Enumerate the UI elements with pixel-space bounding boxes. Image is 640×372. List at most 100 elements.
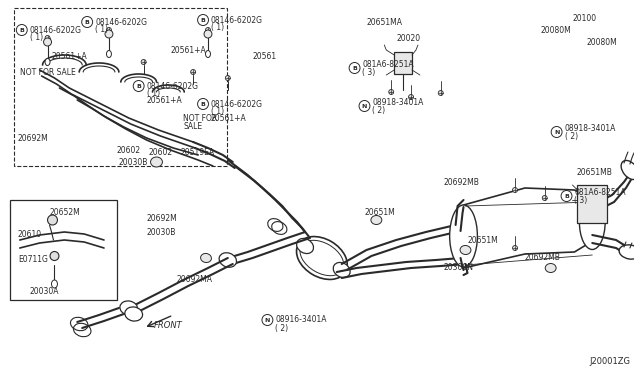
Text: 08146-6202G: 08146-6202G [29, 26, 82, 35]
Ellipse shape [333, 263, 350, 278]
Text: 20652M: 20652M [49, 208, 80, 217]
Circle shape [198, 15, 209, 26]
Ellipse shape [204, 30, 212, 38]
Text: N: N [265, 317, 270, 323]
Text: 08146-6202G: 08146-6202G [147, 81, 198, 90]
Text: 20561+A: 20561+A [211, 113, 246, 122]
Ellipse shape [513, 187, 518, 192]
Text: ( 1): ( 1) [147, 89, 160, 97]
Ellipse shape [50, 251, 59, 260]
Text: 20692MA: 20692MA [176, 276, 212, 285]
Text: 20030B: 20030B [147, 228, 176, 237]
Text: 081A6-8251A: 081A6-8251A [575, 187, 626, 196]
Circle shape [359, 100, 370, 112]
Circle shape [551, 126, 562, 138]
Ellipse shape [225, 76, 230, 80]
Text: 20692MB: 20692MB [525, 253, 561, 263]
Text: 20561+A: 20561+A [51, 51, 87, 61]
Ellipse shape [44, 38, 51, 46]
Text: 20651M: 20651M [364, 208, 396, 217]
Text: N: N [554, 129, 559, 135]
Bar [10, 200, 117, 300]
Ellipse shape [51, 280, 58, 288]
Ellipse shape [408, 94, 413, 99]
Text: B: B [136, 83, 141, 89]
Circle shape [349, 62, 360, 74]
Ellipse shape [205, 28, 211, 32]
Ellipse shape [545, 263, 556, 273]
Text: J20001ZG: J20001ZG [589, 357, 630, 366]
Ellipse shape [579, 195, 605, 250]
Ellipse shape [513, 246, 518, 250]
Ellipse shape [205, 51, 211, 58]
Text: B: B [200, 17, 205, 22]
Circle shape [198, 99, 209, 109]
Ellipse shape [619, 245, 640, 259]
Text: ( 1): ( 1) [211, 106, 224, 115]
Text: E0711G: E0711G [18, 256, 48, 264]
Text: 20080M: 20080M [586, 38, 617, 46]
Text: 20300N: 20300N [444, 263, 474, 273]
Text: 20610: 20610 [18, 230, 42, 238]
Ellipse shape [47, 215, 58, 225]
Ellipse shape [296, 238, 314, 254]
Text: ( 1): ( 1) [211, 22, 224, 32]
Ellipse shape [388, 90, 394, 94]
Text: FRONT: FRONT [154, 321, 182, 330]
Ellipse shape [371, 215, 382, 224]
Text: 20020: 20020 [396, 33, 420, 42]
Text: 20519EA: 20519EA [180, 148, 214, 157]
Text: NOT FOR SALE: NOT FOR SALE [20, 67, 76, 77]
Ellipse shape [106, 28, 111, 32]
Bar [577, 185, 607, 223]
Text: 08916-3401A: 08916-3401A [275, 315, 327, 324]
Text: 08146-6202G: 08146-6202G [95, 17, 147, 26]
Circle shape [561, 190, 572, 202]
Ellipse shape [296, 237, 348, 279]
Text: 20692MB: 20692MB [444, 177, 479, 186]
Circle shape [82, 16, 93, 28]
Ellipse shape [105, 30, 113, 38]
Text: 08918-3401A: 08918-3401A [372, 97, 424, 106]
Text: ( 3): ( 3) [362, 67, 376, 77]
Ellipse shape [125, 307, 143, 321]
Ellipse shape [120, 301, 138, 315]
Text: 20561+A: 20561+A [170, 45, 206, 55]
Ellipse shape [150, 157, 163, 167]
Ellipse shape [621, 160, 639, 180]
Text: 08918-3401A: 08918-3401A [564, 124, 616, 132]
Text: 20651MB: 20651MB [577, 167, 612, 176]
Text: B: B [19, 28, 24, 32]
Bar [394, 52, 412, 74]
Text: 20651M: 20651M [467, 235, 498, 244]
Ellipse shape [141, 60, 146, 64]
Text: ( 1): ( 1) [29, 32, 43, 42]
Ellipse shape [219, 253, 237, 267]
Text: B: B [352, 65, 357, 71]
Ellipse shape [45, 35, 50, 41]
Text: 20080M: 20080M [541, 26, 572, 35]
Ellipse shape [45, 58, 50, 65]
Text: 20030A: 20030A [29, 288, 60, 296]
Text: B: B [564, 193, 569, 199]
Text: 08146-6202G: 08146-6202G [211, 99, 263, 109]
Text: B: B [84, 19, 90, 25]
Ellipse shape [542, 196, 547, 201]
Text: 20561+A: 20561+A [147, 96, 182, 105]
Text: 20602: 20602 [148, 148, 173, 157]
Ellipse shape [460, 246, 471, 254]
Polygon shape [463, 188, 595, 268]
Text: ( 3): ( 3) [575, 196, 588, 205]
Ellipse shape [191, 70, 196, 74]
Ellipse shape [450, 205, 477, 267]
Circle shape [17, 25, 28, 35]
Text: NOT FOR: NOT FOR [183, 113, 218, 122]
Text: 08146-6202G: 08146-6202G [211, 16, 263, 25]
Text: SALE: SALE [183, 122, 202, 131]
Text: 20561: 20561 [253, 51, 276, 61]
Circle shape [262, 314, 273, 326]
Bar [14, 8, 227, 166]
Ellipse shape [106, 51, 111, 58]
Circle shape [133, 80, 144, 92]
Text: 20692M: 20692M [147, 214, 177, 222]
